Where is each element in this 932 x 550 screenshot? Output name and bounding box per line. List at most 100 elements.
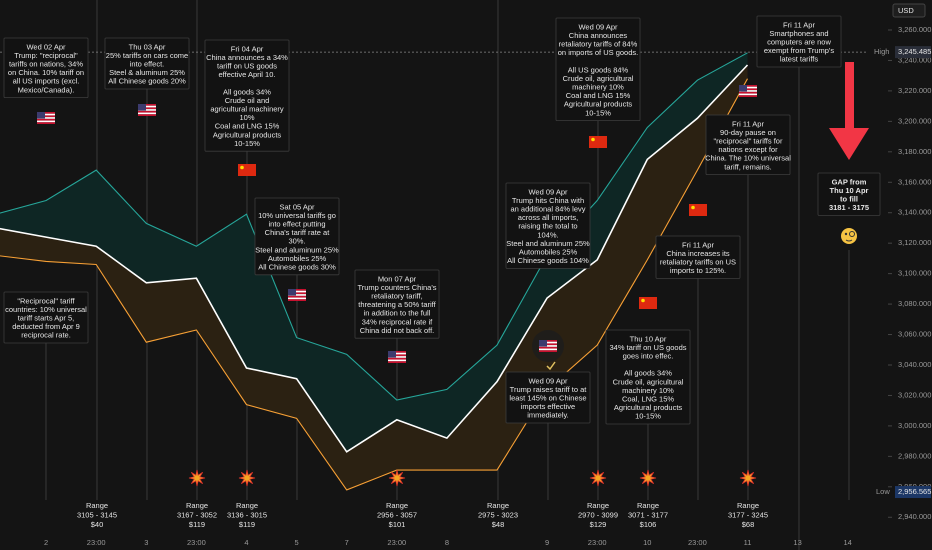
y-tick-label: 3,080.000 — [898, 299, 931, 308]
annotation-text: China. The 10% universal — [705, 154, 791, 163]
annotation-box — [104, 37, 190, 90]
y-tick-label: 2,980.000 — [898, 451, 931, 460]
x-tick-label: 14 — [844, 538, 852, 547]
flag-stripe — [539, 348, 557, 351]
high-value: 3,245.485 — [898, 47, 931, 56]
y-tick-label: 3,200.000 — [898, 116, 931, 125]
x-tick-label: 4 — [244, 538, 248, 547]
annotation-text: Automobiles 25% — [519, 247, 578, 256]
flag-stripe — [37, 112, 55, 114]
annotation-text: Coal and LNG 15% — [215, 122, 280, 131]
annotation-text: to fill — [840, 194, 858, 203]
annotation-text: tariff, remains. — [724, 162, 771, 171]
low-box — [895, 486, 931, 499]
annotation-text: Agricultural products — [614, 403, 683, 412]
annotation-text: "Reciprocal" tariff — [17, 296, 75, 305]
x-tick-label: 23:00 — [87, 538, 106, 547]
range-box — [372, 500, 422, 536]
flag-stripe — [739, 91, 757, 94]
annotation-text: China announces — [569, 31, 628, 40]
axes: USD 3,260.000 3,240.000 3,220.000 3,200.000… — [44, 3, 931, 547]
annotation-text: machinery 10% — [572, 82, 624, 91]
range-box — [473, 500, 523, 536]
range-text: $40 — [91, 520, 104, 529]
band-fill — [0, 65, 748, 490]
range-text: 2956 - 3057 — [377, 510, 417, 519]
y-tick-label: 3,060.000 — [898, 330, 931, 339]
annotation-text: an additional 84% levy — [510, 204, 585, 213]
annotation-box — [817, 172, 881, 216]
check-mark — [546, 361, 556, 371]
flag-canton — [539, 340, 547, 347]
annotation-text: 104%. — [537, 230, 558, 239]
y-tick-label: 3,160.000 — [898, 177, 931, 186]
flag-stripe — [138, 105, 156, 108]
low-value: 2,956.565 — [898, 487, 931, 496]
y-tick-label: 2,940.000 — [898, 512, 931, 521]
annotation-text: Trump hits China with — [512, 196, 584, 205]
range-text: Range — [737, 501, 759, 510]
annotation-text: 30%. — [288, 237, 305, 246]
y-tick-label: 3,240.000 — [898, 55, 931, 64]
annotation-text: tariff starts Apr 5, — [18, 313, 75, 322]
flag-star — [240, 165, 244, 170]
range-text: $129 — [590, 520, 607, 529]
annotation-text: across all imports, — [518, 213, 578, 222]
flag-stripe — [37, 120, 55, 123]
us-flag — [739, 85, 757, 97]
flag-canton — [138, 104, 146, 111]
y-tick-label: 3,020.000 — [898, 390, 931, 399]
annotation-text: countries: 10% universal — [5, 305, 87, 314]
flag-stripe — [388, 357, 406, 360]
flag-stripe — [739, 86, 757, 89]
flag-stripe — [739, 90, 757, 92]
annotation-text: 10-15% — [234, 139, 260, 148]
red-arrow — [829, 62, 869, 160]
range-text: 2975 - 3023 — [478, 510, 518, 519]
flag-field — [238, 164, 256, 176]
flag-stripe — [388, 361, 406, 363]
annotation-text: Automobiles 25% — [268, 254, 327, 263]
flag-stripe — [138, 114, 156, 116]
y-tick-label: 3,180.000 — [898, 147, 931, 156]
annotation-text: 90-day pause on — [720, 128, 776, 137]
range-text: Range — [236, 501, 258, 510]
x-tick-label: 7 — [345, 538, 349, 547]
annotation-text: 10-15% — [585, 108, 611, 117]
range-text: Range — [86, 501, 108, 510]
range-text: $106 — [640, 520, 657, 529]
annotation-text: tariffs on nations, 34% — [9, 59, 83, 68]
annotation-text: Thu 10 Apr — [630, 334, 667, 343]
annotation-text: effective April 10. — [219, 70, 276, 79]
annotation-text: Crude oil, agricultural — [613, 377, 684, 386]
range-box — [573, 500, 623, 536]
annotation-text: Steel & aluminum 25% — [109, 68, 185, 77]
monocle-emoji — [841, 228, 857, 244]
annotation-text: Smartphones and — [769, 29, 828, 38]
annotation-text: Wed 02 Apr — [26, 42, 66, 51]
range-box — [623, 500, 673, 536]
us-flag — [539, 340, 557, 352]
x-tick-label: 8 — [445, 538, 449, 547]
annotation-text: 10% — [239, 113, 254, 122]
flag-stripe — [288, 295, 306, 298]
annotation-text: 25% tariffs on cars come — [106, 51, 188, 60]
range-text: $48 — [492, 520, 505, 529]
range-text: Range — [587, 501, 609, 510]
explosion — [739, 469, 757, 487]
annotation-text: Fri 11 Apr — [732, 119, 764, 128]
annotation-text: Trump: "reciprocal" — [14, 51, 78, 60]
annotation-text: All US goods 84% — [568, 65, 629, 74]
x-tick-label: 5 — [295, 538, 299, 547]
annotation-text: All Chinese goods 30% — [258, 262, 336, 271]
annotation-box — [3, 291, 89, 344]
annotation-text: Agricultural products — [213, 130, 282, 139]
range-text: Range — [487, 501, 509, 510]
annotation-text: Mexico/Canada). — [18, 85, 75, 94]
china-flag — [238, 164, 256, 176]
high-box — [895, 46, 931, 59]
range-text: $119 — [189, 520, 205, 529]
flag-star — [591, 137, 595, 142]
flag-canton — [37, 112, 45, 119]
